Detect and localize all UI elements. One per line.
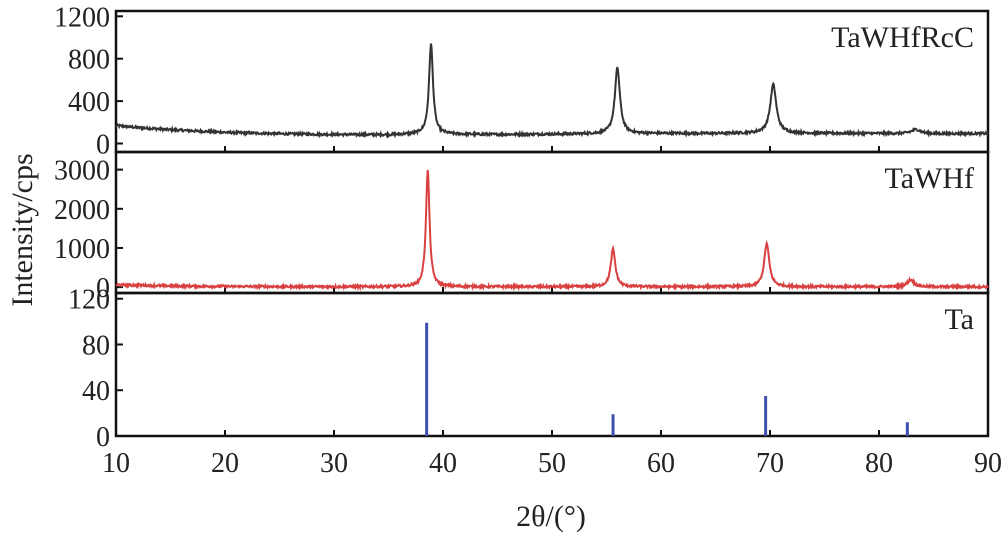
series-label-bottom: Ta bbox=[944, 303, 974, 336]
x-tick-label: 50 bbox=[538, 448, 566, 479]
panel-middle: 0 1000 2000 3000 TaWHf bbox=[54, 150, 990, 304]
y-tick-label: 800 bbox=[68, 45, 110, 76]
x-tick-label: 20 bbox=[211, 448, 239, 479]
series-line-TaWHf bbox=[115, 169, 989, 292]
y-tick-label: 0 bbox=[96, 422, 110, 453]
panel-frame bbox=[114, 291, 990, 438]
y-tick-label: 1200 bbox=[54, 2, 110, 33]
x-tick-label: 40 bbox=[429, 448, 457, 479]
x-tick-label: 90 bbox=[974, 448, 1002, 479]
x-tick-label: 10 bbox=[102, 448, 130, 479]
x-axis-title: 2θ/(°) bbox=[516, 500, 586, 533]
y-tick-label: 1000 bbox=[54, 234, 110, 265]
y-tick-label: 3000 bbox=[54, 156, 110, 187]
series-line-TaWHfRcC bbox=[115, 43, 989, 139]
y-tick-label: 80 bbox=[82, 330, 110, 361]
y-tick-label: 120 bbox=[68, 285, 110, 316]
series-label-top: TaWHfRcC bbox=[831, 21, 974, 54]
y-tick-label: 2000 bbox=[54, 195, 110, 226]
panel-top: 0 400 800 1200 TaWHfRcC bbox=[54, 2, 990, 161]
x-tick-label: 30 bbox=[320, 448, 348, 479]
series-label-middle: TaWHf bbox=[884, 162, 974, 195]
x-tick-label: 80 bbox=[865, 448, 893, 479]
x-tick-label: 60 bbox=[647, 448, 675, 479]
y-tick-label: 40 bbox=[82, 376, 110, 407]
y-axis-title: Intensity/cps bbox=[6, 153, 39, 306]
x-tick-label: 70 bbox=[756, 448, 784, 479]
panel-frame bbox=[114, 150, 990, 295]
y-tick-label: 0 bbox=[96, 273, 110, 304]
y-tick-label: 0 bbox=[96, 130, 110, 161]
panel-bottom: 0 40 80 120 Ta bbox=[68, 285, 990, 453]
y-tick-label: 400 bbox=[68, 87, 110, 118]
